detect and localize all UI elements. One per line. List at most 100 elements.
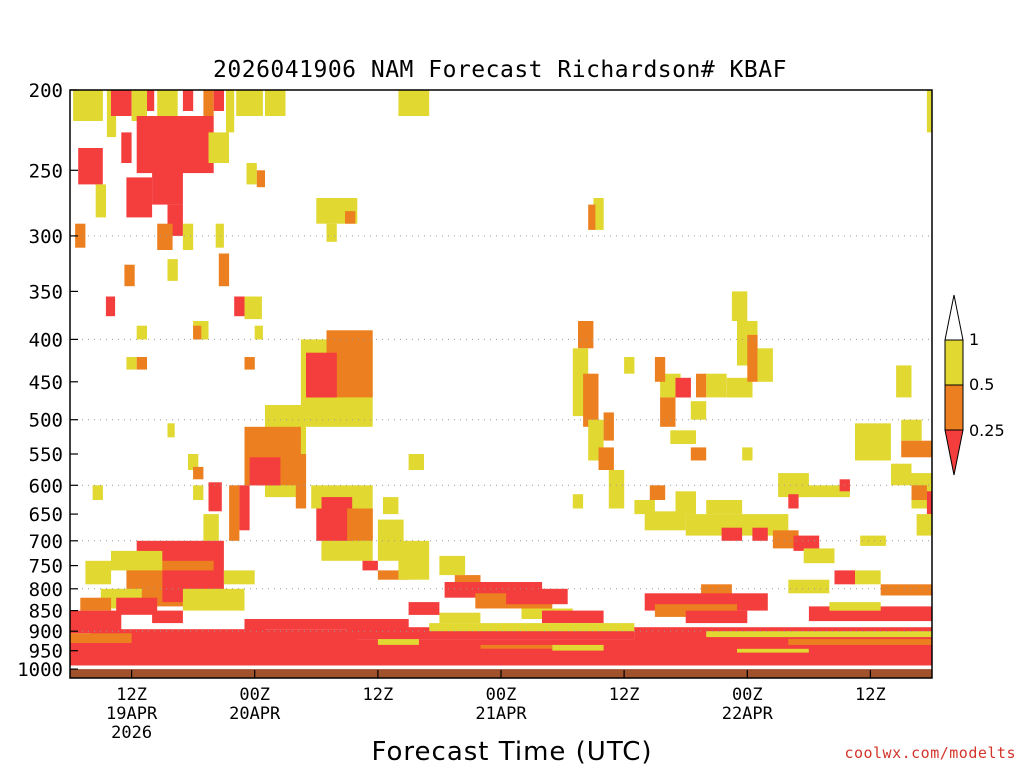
heatmap-cell-lt1 — [916, 514, 932, 536]
heatmap-cell-lt05 — [747, 334, 758, 382]
heatmap-cell-lt025 — [208, 482, 222, 512]
y-tick-label: 300 — [29, 226, 63, 248]
heatmap-cell-lt025 — [70, 610, 122, 634]
heatmap-cell-lt1 — [726, 377, 753, 398]
heatmap-cell-lt05 — [193, 325, 202, 340]
heatmap-cell-lt05 — [157, 223, 173, 250]
x-tick-label: 21APR — [475, 704, 527, 724]
heatmap-cell-lt1 — [737, 648, 809, 653]
heatmap-cell-lt025 — [90, 629, 358, 642]
x-tick-label: 12Z — [116, 685, 147, 705]
heatmap-cell-lt1 — [660, 373, 681, 398]
heatmap-cell-lt025 — [542, 610, 604, 624]
heatmap-cell-lt025 — [721, 527, 743, 541]
heatmap-cell-lt05 — [660, 397, 676, 427]
heatmap-cell-lt025 — [121, 132, 132, 163]
y-tick-label: 550 — [29, 444, 63, 466]
heatmap-cell-lt05 — [603, 412, 614, 441]
heatmap-cell-lt1 — [634, 500, 655, 515]
heatmap-cell-lt05 — [218, 253, 230, 287]
heatmap-cell-lt05 — [347, 508, 373, 541]
heatmap-cell-lt05 — [588, 204, 596, 230]
y-tick-label: 1000 — [17, 659, 63, 681]
heatmap-cell-lt1 — [398, 90, 430, 116]
heatmap-cell-lt025 — [306, 352, 337, 398]
heatmap-cell-lt05 — [932, 90, 937, 124]
heatmap-cell-lt1 — [706, 373, 727, 398]
heatmap-cell-lt025 — [213, 90, 224, 111]
heatmap-cell-lt1 — [398, 540, 430, 580]
heatmap-cell-lt1 — [157, 90, 178, 116]
heatmap-cell-lt1 — [896, 365, 912, 398]
legend-swatch-lt025 — [944, 429, 964, 476]
heatmap-cell-lt1 — [85, 560, 112, 585]
heatmap-cell-lt1 — [798, 485, 850, 498]
heatmap-cell-lt1 — [203, 514, 219, 541]
heatmap-cell-lt1 — [706, 500, 743, 515]
heatmap-cell-lt05 — [295, 454, 307, 509]
heatmap-cell-lt1 — [855, 423, 891, 461]
x-tick-label: 12Z — [855, 685, 886, 705]
heatmap-cell-lt1 — [901, 419, 922, 441]
heatmap-cell-lt1 — [95, 184, 106, 218]
heatmap-cell-lt05 — [124, 264, 135, 287]
heatmap-cell-lt025 — [932, 530, 937, 546]
heatmap-cell-lt025 — [926, 491, 932, 515]
legend: 1 0.5 0.25 — [944, 294, 1005, 476]
heatmap-cell-lt05 — [244, 357, 255, 370]
heatmap-cell-lt1 — [829, 602, 881, 611]
heatmap-cell-lt05 — [578, 321, 594, 349]
heatmap-cell-lt1 — [111, 550, 163, 571]
heatmap-cell-lt025 — [506, 588, 568, 605]
heatmap-cell-lt1 — [675, 491, 696, 515]
heatmap-cell-lt025 — [234, 296, 245, 317]
heatmap-cell-lt1 — [439, 555, 466, 576]
heatmap-cell-lt025 — [116, 597, 158, 615]
heatmap-cell-lt1 — [236, 90, 263, 116]
heatmap-cell-lt1 — [182, 223, 194, 250]
heatmap-cell-lt1 — [215, 223, 224, 248]
heatmap-cell-lt025 — [685, 610, 748, 624]
heatmap-cell-lt05 — [80, 597, 112, 611]
heatmap-cell-lt1 — [552, 644, 604, 651]
heatmap-cell-lt025 — [244, 619, 409, 630]
heatmap-cell-lt1 — [73, 90, 103, 121]
heatmap-cell-lt1 — [244, 296, 262, 320]
heatmap-cell-lt05 — [75, 223, 86, 248]
heatmap-cell-lt025 — [834, 570, 855, 585]
heatmap-cell-lt05 — [696, 373, 707, 398]
heatmap-cell-lt05 — [203, 90, 214, 116]
heatmap-cell-lt025 — [408, 602, 440, 615]
heatmap-cell-lt025 — [111, 90, 132, 116]
heatmap-cells — [70, 90, 937, 666]
heatmap-cell-lt025 — [316, 497, 353, 541]
heatmap-cell-lt05 — [772, 530, 799, 549]
heatmap-cell-lt1 — [383, 497, 399, 515]
x-tick-label: 12Z — [609, 685, 640, 705]
heatmap-cell-lt05 — [256, 170, 265, 188]
heatmap-cell-lt1 — [226, 90, 235, 133]
site-credit: coolwx.com/modelts — [844, 744, 1016, 762]
x-tick-label: 00Z — [732, 685, 763, 705]
heatmap-cell-lt05 — [583, 373, 599, 427]
y-tick-label: 500 — [29, 410, 63, 432]
heatmap-cell-lt1 — [167, 259, 178, 281]
heatmap-cell-lt1 — [670, 430, 696, 444]
heatmap-cell-lt05 — [480, 644, 553, 649]
heatmap-cell-lt025 — [675, 377, 691, 398]
y-axis: 200 250 300 350 400 450 500 550 600 650 700 7508008… — [17, 80, 78, 681]
heatmap-cell-lt025 — [182, 90, 194, 111]
heatmap-cell-lt05 — [690, 447, 707, 461]
heatmap-cell-lt1 — [208, 132, 229, 163]
heatmap-cell-lt1 — [167, 423, 175, 438]
heatmap-cell-lt05 — [911, 485, 927, 500]
heatmap-cell-lt025 — [147, 90, 155, 111]
heatmap-cell-lt025 — [362, 560, 378, 571]
heatmap-cell-lt025 — [126, 177, 153, 218]
heatmap-cell-lt1 — [731, 291, 748, 321]
heatmap-cell-lt025 — [136, 116, 214, 174]
y-tick-label: 400 — [29, 329, 63, 351]
heatmap-cell-lt1 — [326, 223, 337, 242]
legend-label: 0.5 — [969, 375, 994, 394]
heatmap-cell-lt05 — [70, 633, 132, 643]
